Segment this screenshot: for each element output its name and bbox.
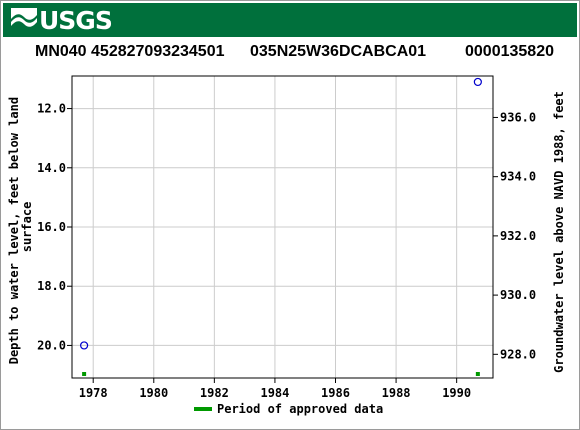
data-point <box>80 341 89 350</box>
site-header: MN040 452827093234501 035N25W36DCABCA01 … <box>0 43 580 63</box>
y-right-tick-label: 934.0 <box>500 170 536 184</box>
x-tick-label: 1980 <box>139 386 168 400</box>
legend: Period of approved data <box>194 402 383 416</box>
x-tick-label: 1986 <box>321 386 350 400</box>
site-code: 035N25W36DCABCA01 <box>250 43 427 60</box>
y-right-label: Groundwater level above NAVD 1988, feet <box>552 91 566 373</box>
usgs-logo-text: USGS <box>39 6 113 35</box>
y-right-tick-label: 930.0 <box>500 288 536 302</box>
y-axis-left: 12.0 14.0 16.0 18.0 20.0 <box>37 102 72 352</box>
usgs-wave-icon <box>11 8 37 34</box>
legend-label: Period of approved data <box>217 402 383 416</box>
site-id: 0000135820 <box>465 43 554 60</box>
x-tick-label: 1990 <box>442 386 471 400</box>
y-left-tick-label: 20.0 <box>37 338 66 352</box>
y-right-tick-label: 932.0 <box>500 229 536 243</box>
approved-period-mark <box>475 372 480 376</box>
y-left-tick-label: 12.0 <box>37 102 66 116</box>
data-point <box>473 77 482 87</box>
y-left-tick-label: 16.0 <box>37 220 66 234</box>
y-left-label-line2: surface <box>20 202 34 253</box>
data-points <box>80 77 482 350</box>
x-tick-label: 1988 <box>382 386 411 400</box>
y-left-tick-label: 14.0 <box>37 161 66 175</box>
approved-periods <box>82 372 480 376</box>
y-left-label-line1: Depth to water level, feet below land <box>7 97 21 364</box>
x-tick-label: 1984 <box>260 386 289 400</box>
y-left-label: Depth to water level, feet below land su… <box>7 90 34 365</box>
approved-period-mark <box>82 372 87 376</box>
x-tick-label: 1978 <box>79 386 108 400</box>
usgs-logo[interactable]: USGS <box>11 6 113 35</box>
y-right-tick-label: 936.0 <box>500 110 536 124</box>
y-left-tick-label: 18.0 <box>37 279 66 293</box>
x-tick-label: 1982 <box>200 386 229 400</box>
usgs-banner: USGS <box>3 3 577 37</box>
y-axis-right: 928.0 930.0 932.0 934.0 936.0 <box>493 110 536 361</box>
x-axis: 1978 1980 1982 1984 1986 1988 1990 <box>79 378 471 400</box>
site-name: MN040 452827093234501 <box>35 43 225 60</box>
y-right-tick-label: 928.0 <box>500 347 536 361</box>
grid-lines <box>72 76 493 378</box>
